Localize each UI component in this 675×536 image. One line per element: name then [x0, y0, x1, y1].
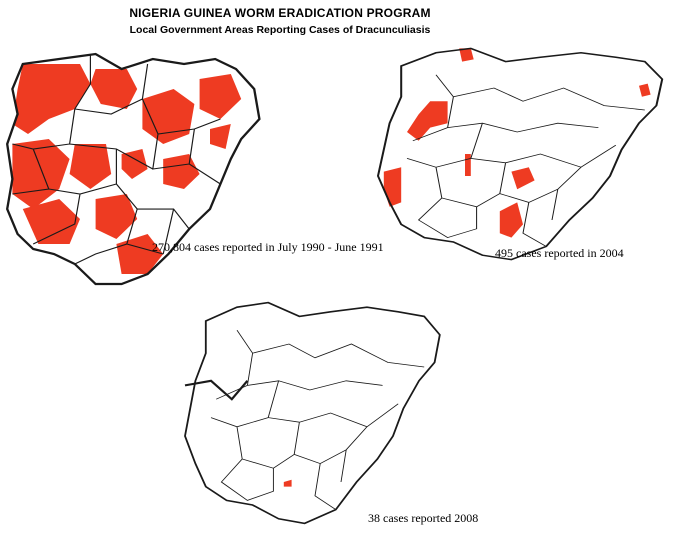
- affected-area: [283, 479, 292, 487]
- affected-area: [383, 167, 402, 207]
- affected-area: [465, 154, 471, 176]
- affected-area: [639, 83, 651, 97]
- affected-area: [12, 64, 91, 134]
- country-outline: [5, 52, 261, 286]
- affected-areas-layer: [383, 48, 651, 238]
- country-outline: [376, 47, 664, 261]
- state-boundaries: [12, 54, 221, 265]
- page-title: NIGERIA GUINEA WORM ERADICATION PROGRAM: [129, 6, 431, 20]
- affected-area: [459, 48, 474, 62]
- affected-area: [95, 194, 138, 239]
- map-3-caption: 38 cases reported 2008: [368, 511, 479, 525]
- affected-area: [511, 167, 535, 190]
- state-boundaries: [406, 74, 645, 247]
- page-subtitle: Local Government Areas Reporting Cases o…: [129, 24, 431, 36]
- affected-area: [499, 202, 523, 238]
- map-1-caption: 270,804 cases reported in July 1990 - Ju…: [152, 240, 384, 254]
- affected-area: [12, 139, 70, 209]
- country-outline: [184, 301, 441, 525]
- affected-area: [163, 154, 200, 189]
- affected-area: [69, 144, 112, 189]
- affected-area: [199, 74, 242, 119]
- nigeria-map-2008: [184, 301, 441, 525]
- map-2-caption: 495 cases reported in 2004: [495, 246, 624, 260]
- affected-area: [22, 199, 80, 244]
- affected-area: [407, 101, 448, 141]
- state-boundaries: [184, 329, 425, 510]
- affected-area: [121, 149, 148, 179]
- nigeria-map-1990-1991: [5, 52, 261, 286]
- affected-area: [210, 124, 231, 149]
- nigeria-map-2004: [376, 47, 664, 261]
- affected-area: [90, 69, 138, 109]
- affected-areas-layer: [283, 479, 292, 487]
